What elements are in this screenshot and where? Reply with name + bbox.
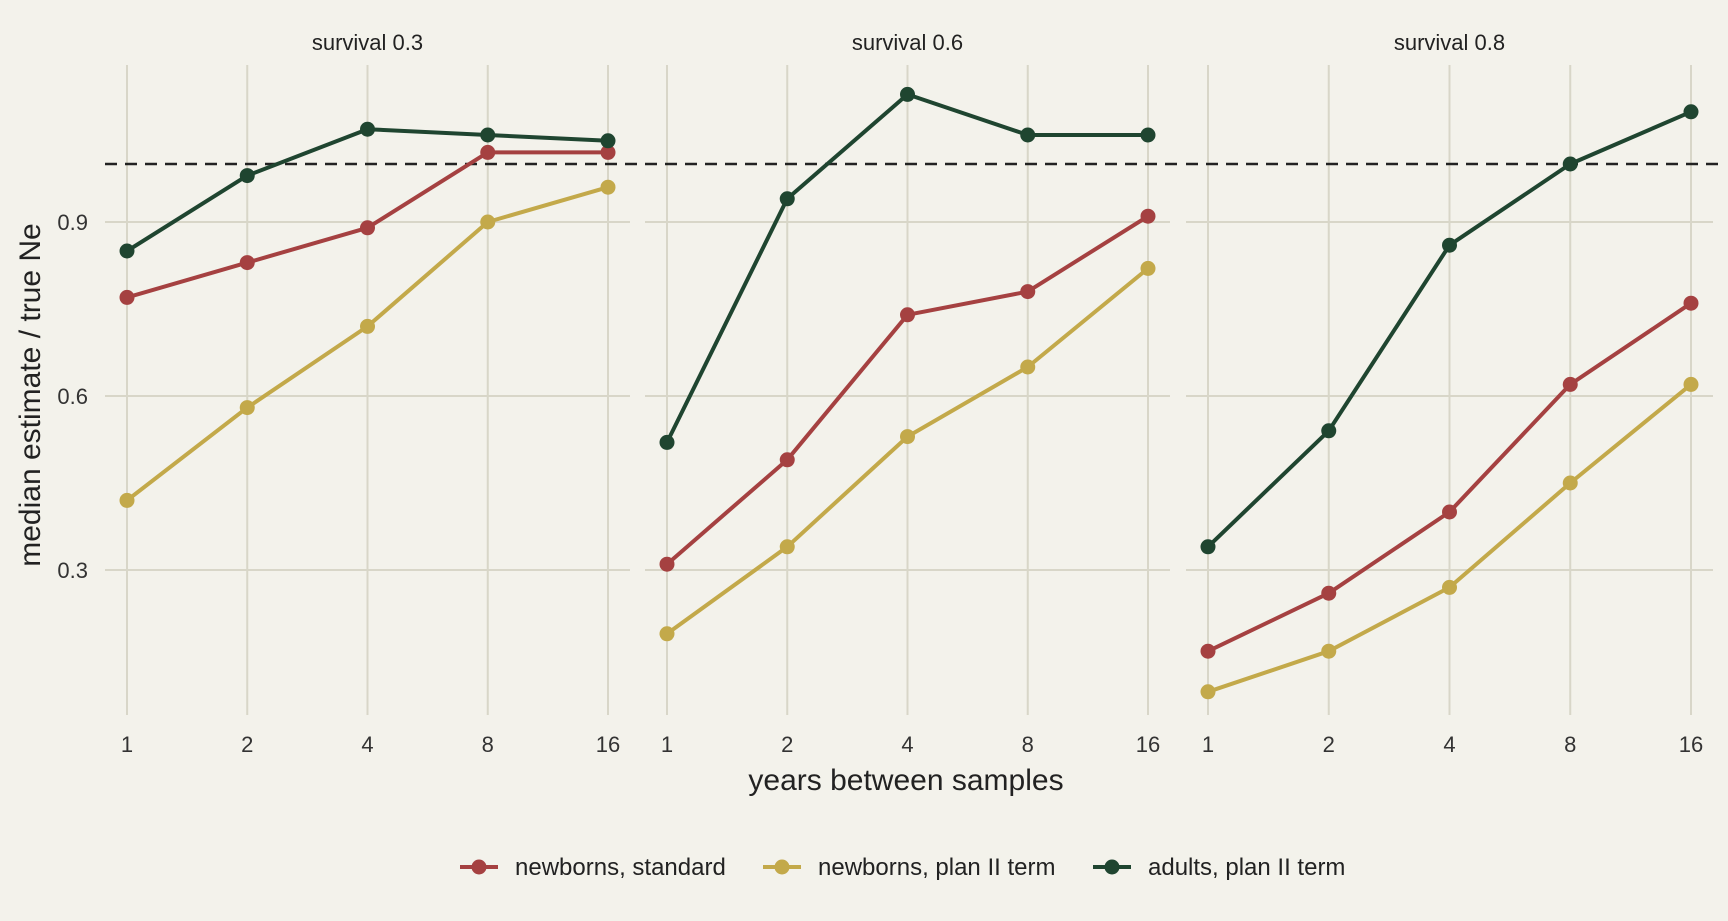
data-point <box>239 255 255 271</box>
data-point <box>1442 504 1457 520</box>
data-point <box>1442 237 1457 253</box>
data-point <box>1140 208 1156 224</box>
facet-panel-3: survival 0.8 1 2 4 8 16 <box>1186 30 1721 757</box>
data-point <box>239 168 255 184</box>
series-newborns-plan-ii-term <box>659 260 1156 642</box>
x-tick-label: 1 <box>121 732 133 757</box>
data-point <box>1200 643 1216 659</box>
legend-label: newborns, standard <box>515 854 726 881</box>
data-point <box>1683 104 1699 120</box>
data-point <box>900 429 915 445</box>
data-point <box>1683 376 1699 392</box>
x-axis-title: years between samples <box>748 764 1063 797</box>
data-point <box>659 556 675 572</box>
data-point <box>659 434 675 450</box>
series-adults-plan-ii-term <box>1200 104 1699 555</box>
data-point <box>1562 376 1578 392</box>
data-point <box>360 121 375 137</box>
data-point <box>480 127 496 143</box>
x-tick-label: 2 <box>1323 732 1335 757</box>
x-tick-label: 8 <box>482 732 494 757</box>
data-point <box>239 400 255 416</box>
legend-label: newborns, plan II term <box>818 854 1055 881</box>
data-point <box>779 191 795 207</box>
x-tick-label: 4 <box>1443 732 1455 757</box>
data-point <box>360 318 375 334</box>
legend-swatch-point <box>471 859 487 875</box>
data-point <box>600 179 616 195</box>
series-newborns-plan-ii-term <box>119 179 616 508</box>
series-newborns-standard <box>1200 295 1699 659</box>
legend-item: newborns, plan II term <box>763 854 1055 881</box>
y-tick-label: 0.6 <box>57 384 88 409</box>
x-tick-label: 4 <box>901 732 913 757</box>
data-point <box>360 220 375 236</box>
x-tick-label: 8 <box>1022 732 1034 757</box>
data-point <box>1562 475 1578 491</box>
data-point <box>1321 423 1337 439</box>
data-point <box>900 86 915 102</box>
series-newborns-standard <box>659 208 1156 572</box>
series-adults-plan-ii-term <box>659 86 1156 450</box>
series-newborns-standard <box>119 144 616 305</box>
x-tick-label: 8 <box>1564 732 1576 757</box>
data-point <box>779 452 795 468</box>
legend-swatch-point <box>774 859 790 875</box>
facet-title: survival 0.8 <box>1394 30 1505 55</box>
facet-title: survival 0.6 <box>852 30 963 55</box>
data-point <box>659 626 675 642</box>
data-point <box>480 214 496 230</box>
data-point <box>119 492 135 508</box>
legend-item: newborns, standard <box>460 854 726 881</box>
data-point <box>119 289 135 305</box>
data-point <box>1562 156 1578 172</box>
legend-item: adults, plan II term <box>1093 854 1345 881</box>
legend-swatch-point <box>1104 859 1120 875</box>
data-point <box>779 539 795 555</box>
series-adults-plan-ii-term <box>119 121 616 259</box>
data-point <box>1020 127 1036 143</box>
x-tick-label: 16 <box>1136 732 1160 757</box>
data-point <box>1200 539 1216 555</box>
facet-title: survival 0.3 <box>312 30 423 55</box>
legend: newborns, standard newborns, plan II term… <box>460 854 1345 881</box>
data-point <box>900 307 915 323</box>
data-point <box>1321 585 1337 601</box>
x-tick-label: 16 <box>596 732 620 757</box>
x-tick-label: 16 <box>1679 732 1703 757</box>
y-axis-ticks: 0.3 0.6 0.9 <box>57 210 88 583</box>
y-axis-title: median estimate / true Ne <box>14 223 47 567</box>
data-point <box>600 144 616 160</box>
data-point <box>119 243 135 259</box>
data-point <box>1442 579 1457 595</box>
y-tick-label: 0.9 <box>57 210 88 235</box>
data-point <box>1321 643 1337 659</box>
data-point <box>1020 284 1036 300</box>
data-point <box>1140 127 1156 143</box>
x-tick-label: 2 <box>241 732 253 757</box>
legend-label: adults, plan II term <box>1148 854 1345 881</box>
series-newborns-plan-ii-term <box>1200 376 1699 700</box>
data-point <box>480 144 496 160</box>
x-tick-label: 4 <box>361 732 373 757</box>
data-point <box>1683 295 1699 311</box>
data-point <box>1140 260 1156 276</box>
data-point <box>600 133 616 149</box>
data-point <box>1200 684 1216 700</box>
x-tick-label: 1 <box>1202 732 1214 757</box>
facet-panel-2: survival 0.6 1 2 4 8 16 <box>645 30 1178 757</box>
facet-panel-1: survival 0.3 1 2 4 8 16 <box>105 30 638 757</box>
x-tick-label: 1 <box>661 732 673 757</box>
y-tick-label: 0.3 <box>57 558 88 583</box>
x-tick-label: 2 <box>781 732 793 757</box>
data-point <box>1020 359 1036 375</box>
